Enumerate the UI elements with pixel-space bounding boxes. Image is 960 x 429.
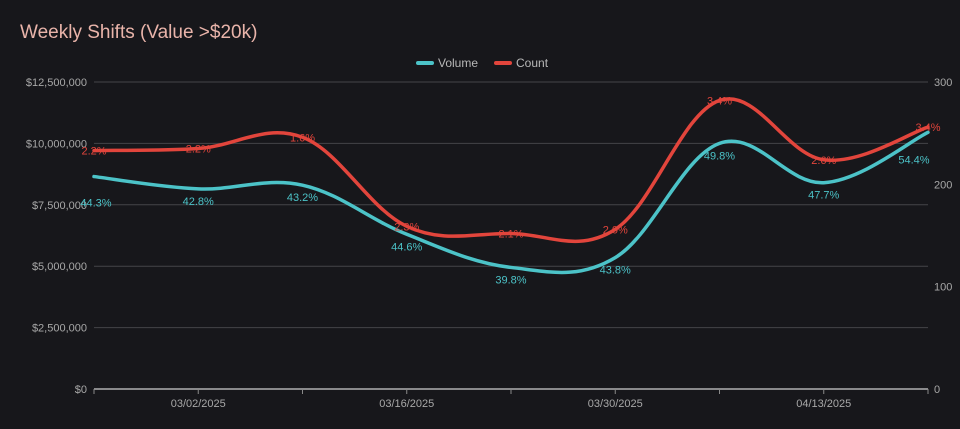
y-right-tick-label: 0 xyxy=(934,384,940,396)
legend-label-count: Count xyxy=(516,56,549,70)
data-label-count: 3.4% xyxy=(707,95,732,107)
series-lines xyxy=(92,97,930,275)
axes: $0 $2,500,000 $5,000,000 $7,500,000 $10,000,… xyxy=(26,77,953,410)
x-tick-label: 03/30/2025 xyxy=(588,398,643,410)
data-label-count: 2.1% xyxy=(498,228,523,240)
y-left-tick-label: $10,000,000 xyxy=(26,138,87,150)
data-label-volume: 54.4% xyxy=(898,154,929,166)
data-label-volume: 44.6% xyxy=(391,241,422,253)
data-label-volume: 44.3% xyxy=(80,198,111,210)
x-tick-label: 04/13/2025 xyxy=(796,398,851,410)
data-label-volume: 42.8% xyxy=(183,196,214,208)
x-tick-label: 03/16/2025 xyxy=(379,398,434,410)
data-label-count: 2.6% xyxy=(811,155,836,167)
y-left-tick-label: $12,500,000 xyxy=(26,77,87,89)
legend: Volume Count xyxy=(416,56,549,70)
y-left-tick-label: $0 xyxy=(75,384,87,396)
data-label-count: 2.3% xyxy=(394,221,419,233)
data-label-count: 2.0% xyxy=(603,224,628,236)
series-line-count xyxy=(92,97,930,244)
data-label-volume: 43.2% xyxy=(287,192,318,204)
data-label-volume: 47.7% xyxy=(808,190,839,202)
data-label-count: 2.2% xyxy=(81,146,106,158)
data-label-count: 1.6% xyxy=(290,132,315,144)
series-line-volume xyxy=(92,130,930,275)
y-left-tick-label: $7,500,000 xyxy=(32,200,87,212)
y-right-tick-label: 300 xyxy=(934,77,952,89)
y-right-tick-label: 200 xyxy=(934,179,952,191)
y-left-tick-label: $5,000,000 xyxy=(32,261,87,273)
data-label-volume: 49.8% xyxy=(704,150,735,162)
y-left-tick-label: $2,500,000 xyxy=(32,323,87,335)
data-label-volume: 39.8% xyxy=(495,274,526,286)
data-label-count: 3.4% xyxy=(915,122,940,134)
x-tick-label: 03/02/2025 xyxy=(171,398,226,410)
data-labels: 44.3% 42.8% 43.2% 44.6% 39.8% 43.8% 49.8% 47.7%… xyxy=(80,95,940,286)
data-label-count: 2.2% xyxy=(186,144,211,156)
chart-title: Weekly Shifts (Value >$20k) xyxy=(20,22,257,43)
data-label-volume: 43.8% xyxy=(600,265,631,277)
y-right-tick-label: 100 xyxy=(934,282,952,294)
legend-label-volume: Volume xyxy=(438,56,478,70)
